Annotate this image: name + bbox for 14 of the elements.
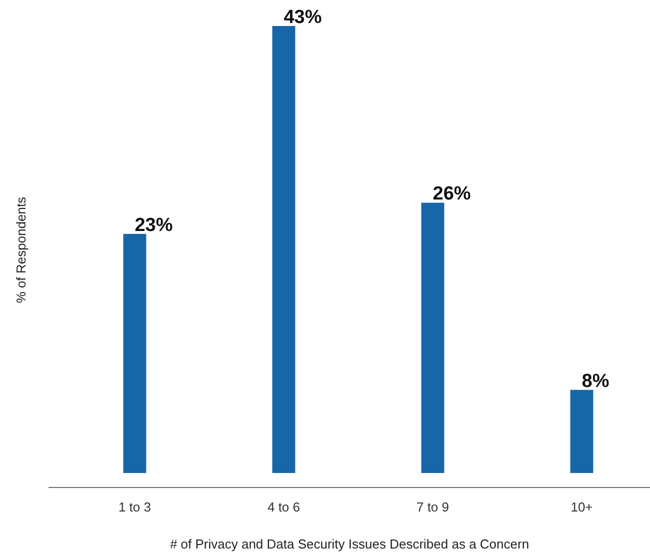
x-tick-label: 4 to 6 xyxy=(267,500,300,514)
bar xyxy=(570,390,594,473)
x-axis-title: # of Privacy and Data Security Issues Described as a Concern xyxy=(170,536,530,552)
bar xyxy=(272,26,296,473)
data-label: 23% xyxy=(134,214,173,236)
data-label: 8% xyxy=(582,370,610,392)
y-axis-title: % of Respondents xyxy=(14,196,28,304)
x-tick-label: 1 to 3 xyxy=(118,500,151,514)
bar xyxy=(123,234,146,473)
bar xyxy=(421,202,444,473)
x-tick-label: 10+ xyxy=(570,500,593,514)
data-label: 43% xyxy=(284,7,322,28)
x-tick-label: 7 to 9 xyxy=(416,500,450,514)
data-label: 26% xyxy=(432,184,471,205)
